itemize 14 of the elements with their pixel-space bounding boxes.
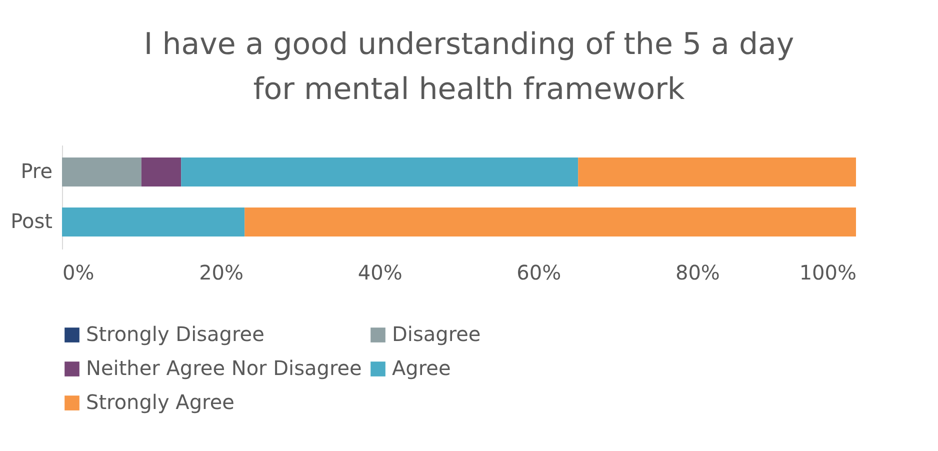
x-tick-label: 20%	[199, 260, 244, 284]
y-tick-label: Post	[10, 209, 53, 233]
x-tick-label: 80%	[675, 260, 720, 284]
legend-label: Neither Agree Nor Disagree	[86, 356, 362, 380]
legend-label: Strongly Disagree	[86, 322, 264, 346]
legend-label: Strongly Agree	[86, 390, 234, 414]
legend-label: Agree	[392, 356, 451, 380]
legend-label: Disagree	[392, 322, 481, 346]
x-tick-label: 0%	[62, 260, 94, 284]
y-tick-label: Pre	[20, 159, 52, 183]
x-tick-label: 40%	[358, 260, 402, 284]
x-tick-label: 60%	[516, 260, 562, 284]
x-tick-label: 100%	[799, 260, 856, 284]
chart-title: I have a good understanding of the 5 a day for mental health framework	[142, 26, 796, 109]
